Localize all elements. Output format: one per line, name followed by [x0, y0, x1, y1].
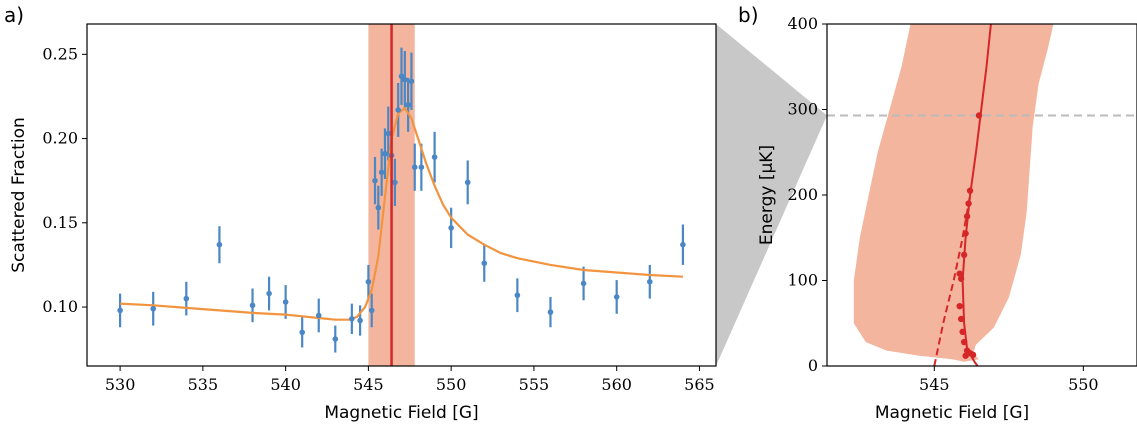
energy-point — [956, 302, 963, 310]
x-tick-label: 560 — [601, 375, 632, 394]
dashed-curve — [933, 194, 972, 366]
panel-a: 530 535 540 545 550 555 560 565 0.10 0.15 0.20 0.2… — [4, 3, 717, 423]
data-point — [402, 76, 408, 83]
data-point — [357, 317, 363, 324]
y-tick-label: 100 — [787, 271, 818, 290]
data-point — [418, 164, 425, 171]
energy-band — [853, 24, 1054, 362]
x-tick-label: 530 — [105, 375, 136, 394]
x-tick-label: 550 — [436, 375, 467, 394]
data-point — [375, 204, 382, 211]
x-tick-label: 555 — [519, 375, 550, 394]
data-point — [368, 307, 375, 314]
y-ticks-a: 0.10 0.15 0.20 0.25 — [42, 44, 87, 316]
x-tick-label: 545 — [353, 375, 384, 394]
x-ticks-a: 530 535 540 545 550 555 560 565 — [105, 366, 715, 394]
x-tick-label: 545 — [919, 375, 950, 394]
energy-point — [963, 213, 971, 220]
data-point — [150, 305, 157, 312]
panel-label-b: b) — [738, 3, 759, 27]
data-point — [382, 150, 388, 157]
data-point — [448, 225, 454, 231]
energy-point — [962, 230, 969, 237]
data-point — [117, 307, 123, 314]
data-point — [680, 241, 686, 248]
energy-point — [960, 251, 968, 259]
data-point — [392, 179, 398, 186]
energy-point — [969, 351, 977, 359]
data-point — [266, 290, 272, 297]
data-point — [378, 169, 385, 176]
energy-point — [962, 352, 969, 359]
energy-points — [956, 112, 983, 359]
data-point — [395, 107, 401, 113]
x-tick-label: 540 — [270, 375, 301, 394]
energy-point — [959, 328, 966, 335]
energy-point — [960, 338, 968, 346]
x-ticks-b: 545 550 — [919, 366, 1099, 394]
energy-point — [957, 315, 965, 323]
data-point — [385, 130, 392, 137]
plot-frame-a — [86, 23, 717, 367]
data-point — [408, 78, 415, 85]
data-point — [332, 336, 339, 342]
data-point — [405, 102, 411, 108]
data-point — [183, 295, 190, 302]
data-points — [117, 73, 686, 342]
energy-point — [975, 112, 983, 119]
y-tick-label: 400 — [787, 14, 818, 33]
data-point — [349, 316, 355, 322]
data-point — [282, 299, 289, 305]
zoom-connector — [716, 24, 827, 366]
y-tick-label: 0.25 — [42, 44, 78, 63]
x-tick-label: 565 — [684, 375, 715, 394]
y-ticks-b: 0 100 200 300 400 — [787, 14, 827, 375]
data-point — [464, 179, 471, 186]
data-point — [646, 278, 653, 285]
x-tick-label: 535 — [188, 375, 219, 394]
y-tick-label: 0.15 — [42, 213, 78, 232]
data-point — [613, 294, 620, 300]
energy-point — [956, 270, 963, 277]
y-tick-label: 200 — [787, 185, 818, 204]
y-tick-label: 300 — [787, 100, 818, 119]
energy-point — [966, 187, 974, 194]
data-point — [299, 329, 305, 336]
fit-curve — [120, 106, 683, 321]
data-point — [431, 154, 438, 160]
x-axis-label-b: Magnetic Field [G] — [875, 403, 1029, 423]
data-point — [547, 309, 554, 315]
data-point — [249, 302, 256, 309]
y-tick-label: 0.10 — [42, 297, 78, 316]
data-point — [514, 292, 521, 299]
data-point — [411, 164, 418, 171]
data-point — [315, 312, 322, 319]
data-point — [365, 278, 372, 285]
data-point — [216, 241, 223, 248]
y-axis-label-b: Energy [μK] — [757, 145, 777, 245]
data-point — [481, 260, 488, 267]
y-axis-label-a: Scattered Fraction — [9, 117, 29, 272]
energy-point — [965, 200, 972, 207]
data-point — [580, 280, 587, 287]
y-tick-label: 0 — [808, 356, 818, 375]
y-tick-label: 0.20 — [42, 129, 78, 148]
energy-point — [957, 275, 965, 282]
x-tick-label: 550 — [1068, 375, 1099, 394]
panel-label-a: a) — [4, 3, 24, 27]
x-axis-label-a: Magnetic Field [G] — [324, 403, 478, 423]
data-point — [372, 177, 378, 184]
